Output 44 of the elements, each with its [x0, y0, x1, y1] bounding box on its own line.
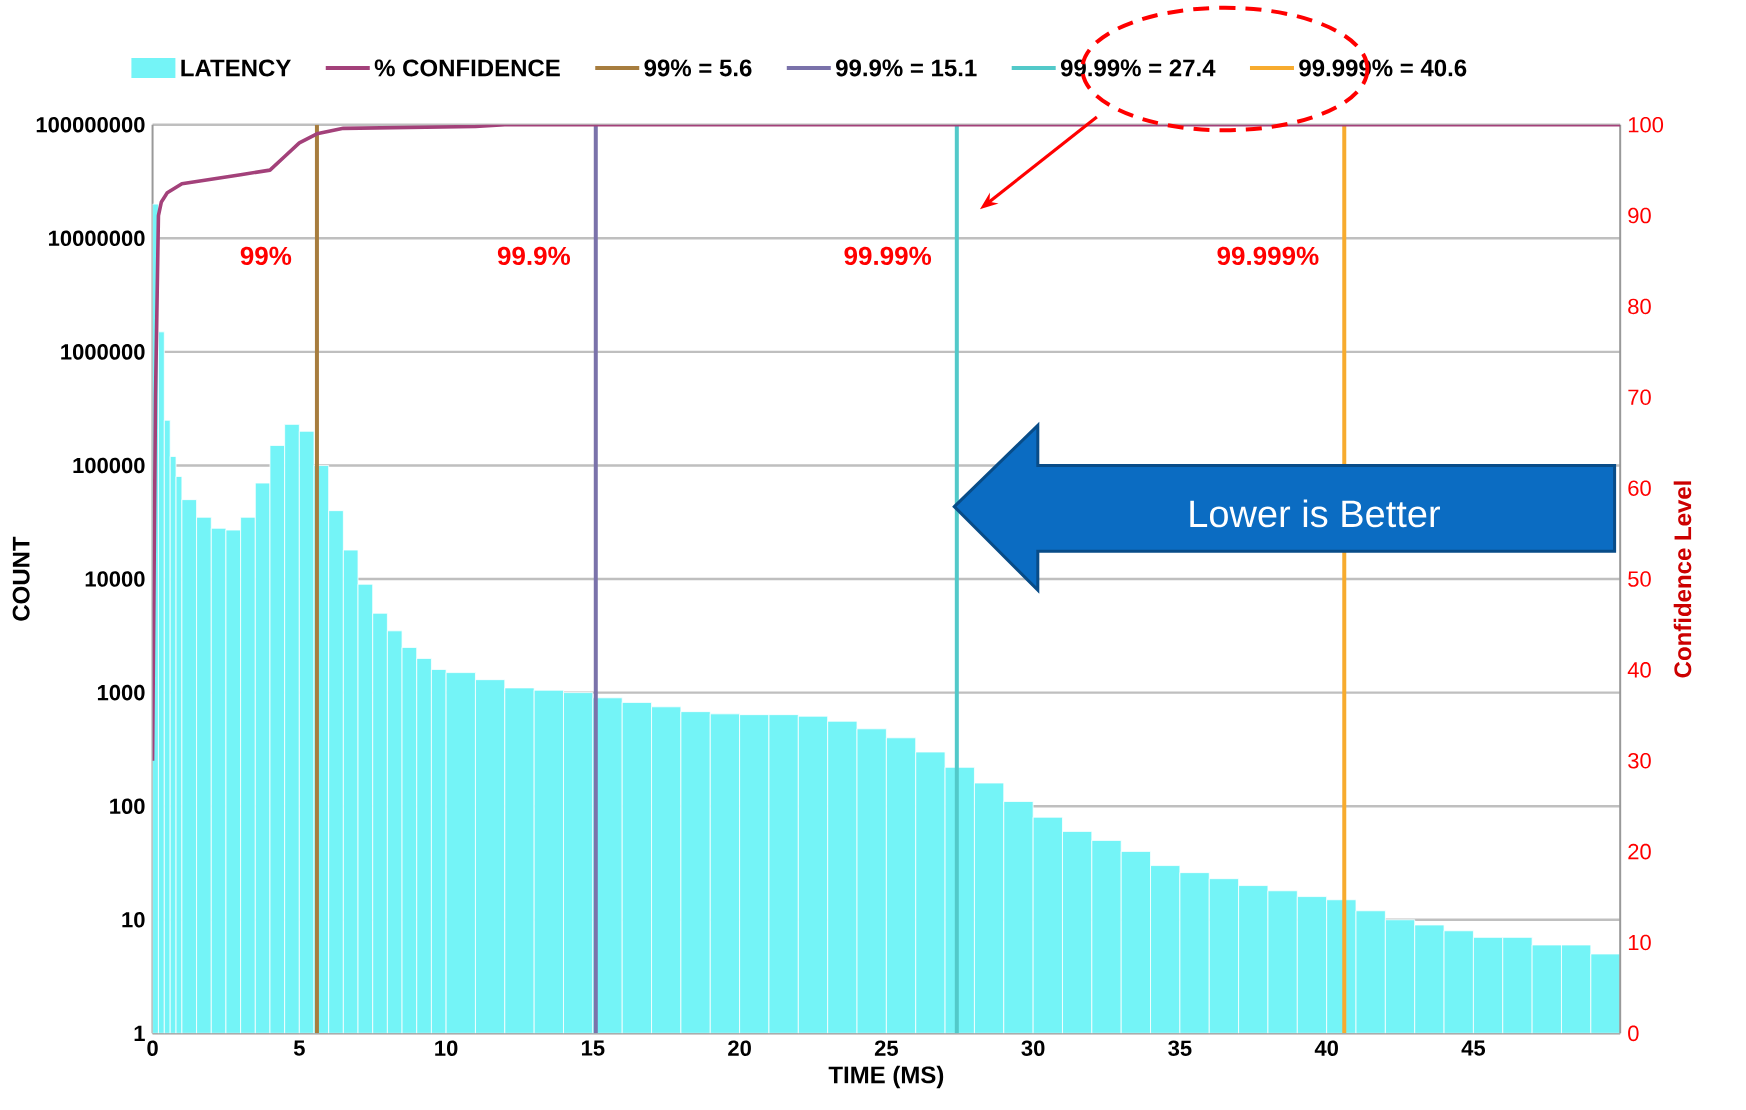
y2-tick-label: 30 [1628, 752, 1651, 769]
y2-tick-label: 0 [1628, 1025, 1639, 1042]
y2-tick-label: 40 [1627, 662, 1651, 678]
legend-label: % CONFIDENCE [374, 59, 560, 77]
y-tick-label: 10 [122, 912, 145, 928]
y2-tick-label: 100 [1628, 116, 1664, 133]
annotation: 99.999% [1217, 246, 1319, 266]
x-tick-label: 25 [874, 1040, 898, 1056]
annotation: Lower is Better [1190, 499, 1440, 528]
x-tick-label: 45 [1461, 1040, 1486, 1056]
annotation: 99.9% [497, 246, 571, 266]
y2-tick-label: 60 [1628, 480, 1651, 496]
y-axis-title: COUNT [12, 536, 30, 621]
x-tick-label: 10 [435, 1040, 458, 1056]
y-tick-label: 100000000 [36, 116, 145, 133]
x-tick-label: 20 [728, 1040, 751, 1056]
annotation: 99% [240, 246, 292, 266]
y-tick-label: 10000000 [48, 230, 145, 247]
y2-tick-label: 50 [1628, 571, 1651, 587]
line-series [152, 124, 1621, 763]
y2-tick-label: 90 [1628, 207, 1651, 224]
x-tick-label: 15 [581, 1040, 605, 1056]
legend-label: 99.99% = 27.4 [1060, 59, 1216, 77]
y-tick-label: 1000000 [61, 344, 145, 360]
y-tick-label: 10000 [85, 571, 145, 587]
x-tick-label: 5 [293, 1040, 305, 1056]
y-tick-label: 100 [110, 798, 145, 814]
legend-label: LATENCY [181, 59, 291, 77]
x-tick-label: 35 [1168, 1040, 1192, 1057]
legend-label: 99% = 5.6 [644, 59, 752, 77]
x-tick-label: 40 [1314, 1040, 1338, 1056]
annotation: 99.99% [844, 246, 932, 266]
legend-label: 99.9% = 15.1 [836, 59, 977, 77]
y-tick-label: 1000 [97, 684, 145, 701]
y2-axis-title: Confidence Level [1673, 481, 1692, 678]
y-tick-label: 1 [134, 1025, 145, 1041]
y2-tick-label: 70 [1628, 389, 1651, 406]
x-tick-label: 30 [1021, 1040, 1045, 1057]
y-tick-label: 100000 [73, 457, 145, 474]
x-tick-label: 0 [147, 1040, 158, 1056]
y2-tick-label: 20 [1628, 843, 1651, 860]
y2-tick-label: 80 [1628, 298, 1651, 315]
y2-tick-label: 10 [1628, 934, 1651, 951]
x-axis-title: TIME (MS) [828, 1065, 944, 1089]
